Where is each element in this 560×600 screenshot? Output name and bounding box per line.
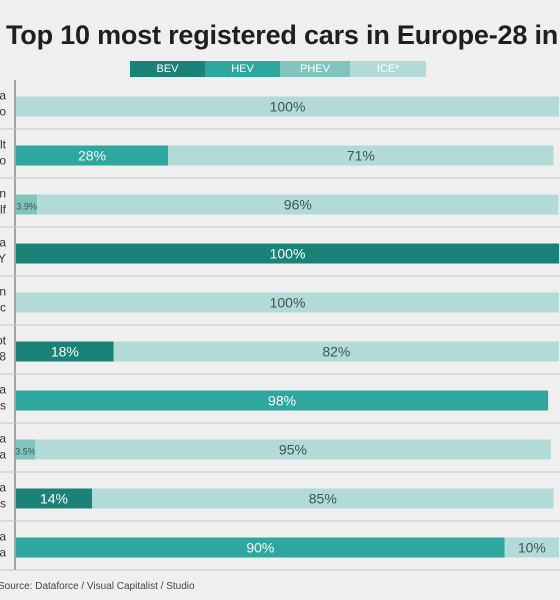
category-label: Model Y	[0, 252, 6, 266]
category-label: Corolla	[0, 546, 6, 560]
bar-segment-hev	[16, 390, 549, 411]
category-label: Yaris	[0, 399, 6, 413]
data-label: 95%	[279, 442, 307, 458]
legend-item-hev: HEV	[205, 61, 280, 77]
data-label: 3.5%	[15, 447, 36, 457]
category-label: T-Roc	[0, 301, 6, 315]
source-note: Source: Dataforce / Visual Capitalist / …	[0, 581, 195, 592]
category-label: 208	[0, 350, 6, 364]
category-label: Clio	[0, 154, 6, 168]
category-label: Sandero	[0, 105, 6, 119]
bar-segment-ice	[35, 439, 551, 460]
bar-segment-phev	[16, 439, 36, 460]
category-label: Volkswagen	[0, 285, 6, 299]
legend-item-phev: PHEV	[280, 61, 350, 77]
bar-segment-ice	[168, 145, 554, 166]
data-label: 96%	[284, 197, 312, 213]
bar-segment-bev	[16, 341, 114, 362]
data-label: 14%	[40, 491, 68, 507]
bar-segment-ice	[92, 488, 554, 509]
category-label: Toyota	[0, 481, 6, 495]
category-label: Yaris Cross	[0, 497, 6, 511]
category-label: Toyota	[0, 383, 6, 397]
legend-item-ice: ICE*	[350, 61, 426, 77]
data-label: 98%	[268, 393, 296, 409]
data-label: 90%	[246, 540, 274, 556]
data-label: 100%	[270, 99, 306, 115]
bar-segment-phev	[16, 194, 38, 215]
category-label: Golf	[0, 203, 7, 217]
legend-item-bev: BEV	[130, 61, 205, 77]
data-label: 100%	[270, 246, 306, 262]
bar-segment-bev	[16, 243, 559, 264]
data-label: 100%	[270, 295, 306, 311]
bar-segment-ice	[504, 537, 559, 558]
data-label: 28%	[78, 148, 106, 164]
category-label: Tesla	[0, 236, 6, 250]
bar-segment-ice	[16, 292, 559, 313]
bar-segment-ice	[16, 96, 559, 117]
legend: BEV HEV PHEV ICE*	[130, 61, 426, 77]
chart-title: Top 10 most registered cars in Europe-28…	[6, 20, 559, 50]
category-label: Dacia	[0, 89, 6, 103]
bar-segment-bev	[16, 488, 93, 509]
category-label: Skoda	[0, 432, 6, 446]
bar-segment-hev	[16, 537, 505, 558]
bar-segment-ice	[113, 341, 560, 362]
data-label: 10%	[518, 540, 546, 556]
data-label: 18%	[51, 344, 79, 360]
data-label: 85%	[309, 491, 337, 507]
category-label: Toyota	[0, 530, 6, 544]
category-label: Renault	[0, 138, 7, 152]
bar-segment-hev	[16, 145, 169, 166]
category-label: Volkswagen	[0, 187, 6, 201]
category-label: Octavia	[0, 448, 6, 462]
data-label: 82%	[322, 344, 350, 360]
bar-segment-ice	[37, 194, 559, 215]
data-label: 3.9%	[16, 202, 37, 212]
data-label: 71%	[347, 148, 375, 164]
category-label: Peugeot	[0, 334, 7, 348]
